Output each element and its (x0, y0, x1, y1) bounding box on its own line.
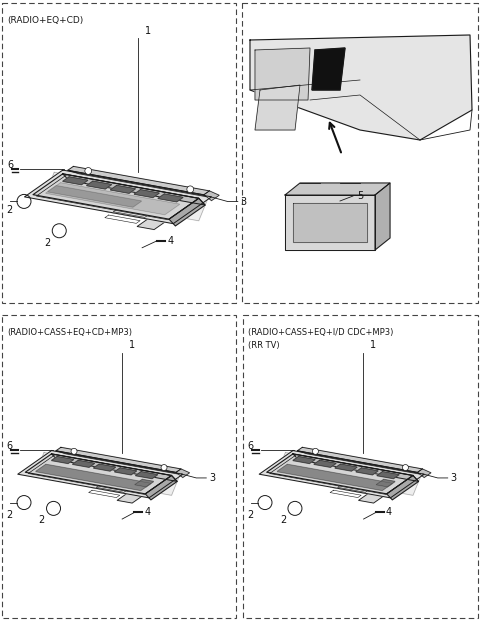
Polygon shape (278, 453, 420, 496)
Polygon shape (48, 186, 142, 207)
Text: 2: 2 (38, 515, 45, 525)
Polygon shape (285, 183, 390, 195)
Text: (RADIO+CASS+EQ+CD+MP3): (RADIO+CASS+EQ+CD+MP3) (7, 328, 132, 337)
Polygon shape (68, 166, 209, 195)
Polygon shape (337, 485, 369, 492)
Polygon shape (96, 485, 127, 492)
Polygon shape (36, 453, 179, 496)
Polygon shape (113, 209, 149, 217)
Polygon shape (259, 451, 424, 498)
Text: 3: 3 (209, 473, 216, 483)
Text: 2: 2 (44, 238, 50, 248)
Polygon shape (135, 472, 157, 479)
Bar (242, 3, 478, 303)
Polygon shape (255, 48, 310, 100)
Polygon shape (356, 468, 378, 475)
Polygon shape (330, 490, 361, 497)
Polygon shape (145, 476, 177, 500)
Polygon shape (56, 451, 178, 474)
Polygon shape (375, 183, 390, 250)
Text: (RR TV): (RR TV) (248, 341, 280, 350)
Polygon shape (33, 174, 199, 219)
Circle shape (312, 448, 318, 455)
Circle shape (161, 465, 167, 471)
Bar (2, 3, 236, 303)
Circle shape (187, 186, 193, 193)
Polygon shape (335, 464, 357, 471)
Polygon shape (204, 191, 219, 201)
Polygon shape (51, 454, 177, 481)
Bar (243, 315, 478, 618)
Text: (RADIO+CASS+EQ+I/D CDC+MP3): (RADIO+CASS+EQ+I/D CDC+MP3) (248, 328, 394, 337)
Polygon shape (314, 460, 336, 467)
Polygon shape (105, 206, 173, 230)
Polygon shape (63, 174, 205, 205)
Polygon shape (293, 454, 419, 481)
Polygon shape (46, 183, 180, 215)
Text: 4: 4 (144, 507, 150, 517)
Text: 2: 2 (247, 510, 253, 520)
Text: 6: 6 (247, 440, 253, 451)
Circle shape (85, 168, 92, 175)
Polygon shape (387, 476, 419, 500)
Text: 3: 3 (451, 473, 457, 483)
Polygon shape (68, 170, 206, 197)
Text: 1: 1 (129, 340, 135, 350)
Polygon shape (158, 194, 183, 202)
Polygon shape (312, 48, 345, 90)
Text: 2: 2 (6, 206, 12, 215)
Polygon shape (298, 447, 422, 473)
Polygon shape (89, 490, 120, 497)
Polygon shape (115, 468, 137, 475)
Polygon shape (418, 469, 431, 478)
Circle shape (71, 448, 77, 455)
Polygon shape (18, 451, 183, 498)
Text: 5: 5 (357, 191, 363, 201)
Polygon shape (176, 469, 190, 478)
Polygon shape (250, 35, 472, 140)
Polygon shape (63, 177, 88, 184)
Circle shape (402, 465, 408, 471)
Text: (RADIO+EQ+CD): (RADIO+EQ+CD) (7, 16, 83, 25)
Polygon shape (135, 479, 154, 487)
Bar (2, 315, 236, 618)
Text: 1: 1 (145, 26, 152, 36)
Polygon shape (330, 482, 390, 503)
Polygon shape (105, 215, 140, 224)
Polygon shape (51, 456, 73, 463)
Polygon shape (94, 464, 116, 471)
Polygon shape (56, 447, 181, 473)
Polygon shape (110, 186, 135, 193)
Text: 4: 4 (385, 507, 392, 517)
Polygon shape (376, 479, 395, 487)
Text: 4: 4 (167, 236, 173, 246)
Polygon shape (89, 482, 149, 503)
Polygon shape (277, 465, 392, 491)
Polygon shape (270, 455, 413, 494)
Polygon shape (46, 172, 207, 220)
Polygon shape (377, 472, 399, 479)
Polygon shape (86, 181, 112, 189)
Polygon shape (72, 460, 95, 467)
Polygon shape (134, 189, 159, 197)
Polygon shape (293, 456, 315, 463)
Polygon shape (25, 454, 171, 494)
Text: 6: 6 (6, 440, 12, 451)
Polygon shape (255, 85, 300, 130)
Text: 1: 1 (371, 340, 376, 350)
Polygon shape (169, 198, 205, 226)
Polygon shape (298, 451, 420, 474)
Polygon shape (36, 465, 151, 491)
Text: 3: 3 (241, 197, 247, 207)
Polygon shape (293, 203, 367, 242)
Text: 6: 6 (7, 160, 13, 170)
Polygon shape (28, 455, 171, 494)
Text: 2: 2 (6, 510, 12, 520)
Polygon shape (267, 454, 413, 494)
Text: 2: 2 (280, 515, 286, 525)
Polygon shape (285, 195, 375, 250)
Polygon shape (24, 170, 212, 224)
Polygon shape (36, 175, 199, 220)
